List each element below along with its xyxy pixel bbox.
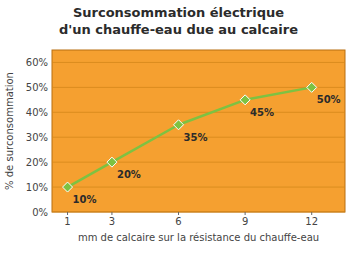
data-label: 50% <box>317 94 341 105</box>
data-label: 10% <box>73 194 97 205</box>
plot-area <box>52 50 345 212</box>
title: Surconsommation électrique <box>73 5 284 20</box>
grid-line <box>52 212 345 213</box>
y-tick-label: 10% <box>26 182 48 193</box>
x-tick <box>311 212 312 215</box>
marker <box>63 182 73 192</box>
y-tick-label: 20% <box>26 157 48 168</box>
y-tick-label: 30% <box>26 132 48 143</box>
y-tick-label: 40% <box>26 107 48 118</box>
grid-line <box>52 162 345 163</box>
y-axis-label: % de surconsommation <box>4 72 15 190</box>
x-tick <box>67 212 68 215</box>
data-label: 20% <box>117 169 141 180</box>
grid-line <box>52 87 345 88</box>
marker <box>307 82 317 92</box>
y-tick-label: 50% <box>26 82 48 93</box>
data-label: 45% <box>250 107 274 118</box>
x-tick-label: 6 <box>175 216 181 227</box>
grid-line <box>52 62 345 63</box>
marker <box>240 95 250 105</box>
y-tick-label: 60% <box>26 57 48 68</box>
x-tick-label: 3 <box>109 216 115 227</box>
x-tick-label: 12 <box>305 216 318 227</box>
marker <box>174 120 184 130</box>
y-tick-label: 0% <box>32 207 48 218</box>
marker <box>107 157 117 167</box>
x-tick-label: 1 <box>64 216 70 227</box>
line <box>68 87 312 187</box>
x-tick <box>178 212 179 215</box>
x-tick <box>245 212 246 215</box>
grid-line <box>52 112 345 113</box>
series <box>63 82 317 192</box>
x-tick-label: 9 <box>242 216 248 227</box>
subtitle: d'un chauffe-eau due au calcaire <box>59 22 298 37</box>
x-axis-label: mm de calcaire sur la résistance du chau… <box>78 232 319 243</box>
chart: Surconsommation électrique d'un chauffe-e… <box>0 0 357 265</box>
x-tick <box>111 212 112 215</box>
grid-line <box>52 187 345 188</box>
data-label: 35% <box>184 132 208 143</box>
